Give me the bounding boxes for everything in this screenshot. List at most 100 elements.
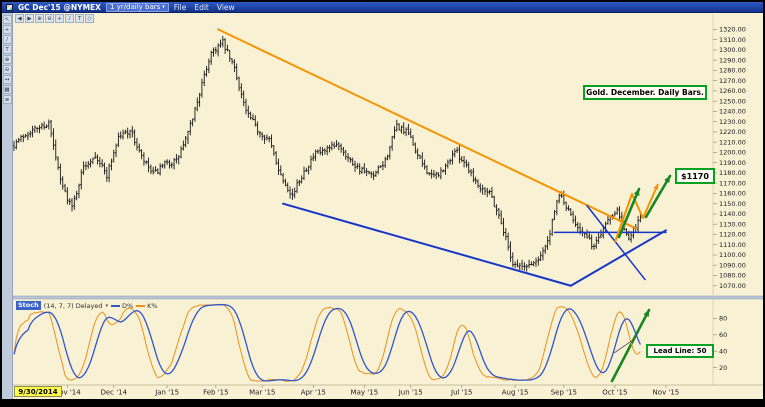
stoch-axis: 80 60 40 20 [713,315,727,372]
stoch-axis-label: 80 [719,315,727,323]
chevron-down-icon: ▾ [162,3,165,10]
price-axis-label: 1120.00 [719,231,746,239]
price-axis-label: 1130.00 [719,220,746,228]
stoch-params: (14, 7, 7) Delayed [43,301,103,310]
price-axis-label: 1190.00 [719,159,746,167]
trendline-icon[interactable]: / [65,14,74,23]
stoch-name-chip[interactable]: Stoch [16,301,41,310]
price-axis-label: 1100.00 [719,251,746,259]
trendline-icon[interactable]: / [2,35,12,44]
price-axis-label: 1240.00 [719,108,746,116]
stoch-axis-label: 40 [719,347,727,355]
stoch-d-line [13,304,641,382]
app-icon [6,3,13,11]
stochastic-lines [13,303,641,382]
menu-file[interactable]: File [173,2,187,12]
settings-icon[interactable]: ≡ [2,95,12,104]
price-axis-label: 1140.00 [719,210,746,218]
menu-edit[interactable]: Edit [194,2,209,12]
projection-zigzag[interactable] [614,183,659,243]
zoom-out-icon[interactable]: ⊖ [2,65,12,74]
zoom-out-icon[interactable]: ⊖ [45,14,54,23]
month-label: Nov '15 [653,389,680,397]
month-label: Dec '14 [100,389,127,397]
trendlines[interactable] [217,28,667,287]
pointer-icon[interactable]: ↖ [2,15,12,24]
range-selector-dropdown[interactable]: 1 yr/daily bars ▾ [105,2,169,12]
grid-icon[interactable]: ▦ [2,85,12,94]
stoch-indicator-label[interactable]: Stoch (14, 7, 7) Delayed ▾ D% K% [16,301,158,310]
scroll-forward-icon[interactable]: ▶ [25,14,34,23]
scroll-back-icon[interactable]: ◀ [15,14,24,23]
price-axis-label: 1290.00 [719,56,746,64]
title-bar: GC Dec'15 @NYMEX 1 yr/daily bars ▾ File … [2,2,763,13]
price-axis-label: 1300.00 [719,46,746,54]
month-label: Jun '15 [398,389,423,397]
price-axis-label: 1310.00 [719,36,746,44]
price-axis-label: 1250.00 [719,97,746,105]
lead-line-box[interactable]: Lead Line: 50 [646,344,714,358]
target-arrow[interactable] [644,174,672,219]
month-label: Feb '15 [203,389,228,397]
pan-icon[interactable]: ↔ [2,75,12,84]
lead-line-pointer [613,339,634,354]
crosshair-icon[interactable]: + [2,25,12,34]
crosshair-icon[interactable]: + [55,14,64,23]
chart-canvas[interactable]: 1320.00 1310.00 1300.00 1290.00 1280.00 1270.… [13,13,763,399]
price-axis-label: 1280.00 [719,67,746,75]
d-line-swatch-icon [110,304,120,307]
price-axis-label: 1150.00 [719,200,746,208]
rising-trendline[interactable] [569,229,667,287]
month-label: May '15 [351,389,379,397]
price-axis-label: 1180.00 [719,169,746,177]
legend-k-line: K% [136,301,158,310]
chart-area[interactable]: 1320.00 1310.00 1300.00 1290.00 1280.00 1270.… [13,13,763,399]
chart-note-box[interactable]: Gold. December. Daily Bars. [583,85,707,100]
month-label: Jan '15 [154,389,179,397]
menu-bar: File Edit View [174,3,235,12]
stoch-arrow[interactable] [610,308,651,383]
support-trendline[interactable] [282,202,572,287]
text-icon[interactable]: T [2,45,12,54]
price-axis-label: 1260.00 [719,87,746,95]
k-line-label: K% [147,301,158,310]
panel-splitter[interactable] [13,295,763,300]
price-target-box[interactable]: $1170 [675,168,715,184]
start-date-box: 9/30/2014 [14,386,62,397]
price-axis-label: 1230.00 [719,118,746,126]
price-axis-label: 1110.00 [719,241,746,249]
month-label: Apr '15 [301,389,326,397]
stoch-axis-label: 60 [719,331,727,339]
stoch-dropdown-icon[interactable]: ▾ [105,302,108,309]
zoom-in-icon[interactable]: ⊕ [35,14,44,23]
primary-downtrend[interactable] [217,28,637,230]
month-label: Jul '15 [450,389,473,397]
price-axis: 1320.00 1310.00 1300.00 1290.00 1280.00 1270.… [713,26,746,290]
price-axis-label: 1210.00 [719,138,746,146]
chart-toolbar: ◀ ▶ ⊕ ⊖ + / T ◇ [15,14,94,23]
price-axis-label: 1070.00 [719,282,746,290]
price-axis-label: 1220.00 [719,128,746,136]
legend-d-line: D% [110,302,133,310]
price-bars [13,35,642,272]
left-toolbar: ↖ + / T ⊕ ⊖ ↔ ▦ ≡ [2,13,13,399]
price-axis-label: 1160.00 [719,190,746,198]
month-label: Aug '15 [502,389,529,397]
menu-view[interactable]: View [216,2,235,12]
green-arrows[interactable] [610,174,672,383]
breakout-arrow[interactable] [617,187,641,239]
minor-downtrend[interactable] [586,205,646,281]
zoom-in-icon[interactable]: ⊕ [2,55,12,64]
range-selector-label: 1 yr/daily bars [109,3,161,11]
expand-icon[interactable]: ◇ [85,14,94,23]
month-label: Sep '15 [551,389,577,397]
time-axis: Nov '14 Dec '14 Jan '15 Feb '15 Mar '15 Apr '… [54,385,679,397]
price-axis-label: 1090.00 [719,261,746,269]
annotation-icon[interactable]: T [75,14,84,23]
month-label: Oct '15 [602,389,627,397]
price-axis-label: 1170.00 [719,179,746,187]
price-axis-label: 1270.00 [719,77,746,85]
stoch-axis-label: 20 [719,364,727,372]
price-axis-label: 1200.00 [719,149,746,157]
